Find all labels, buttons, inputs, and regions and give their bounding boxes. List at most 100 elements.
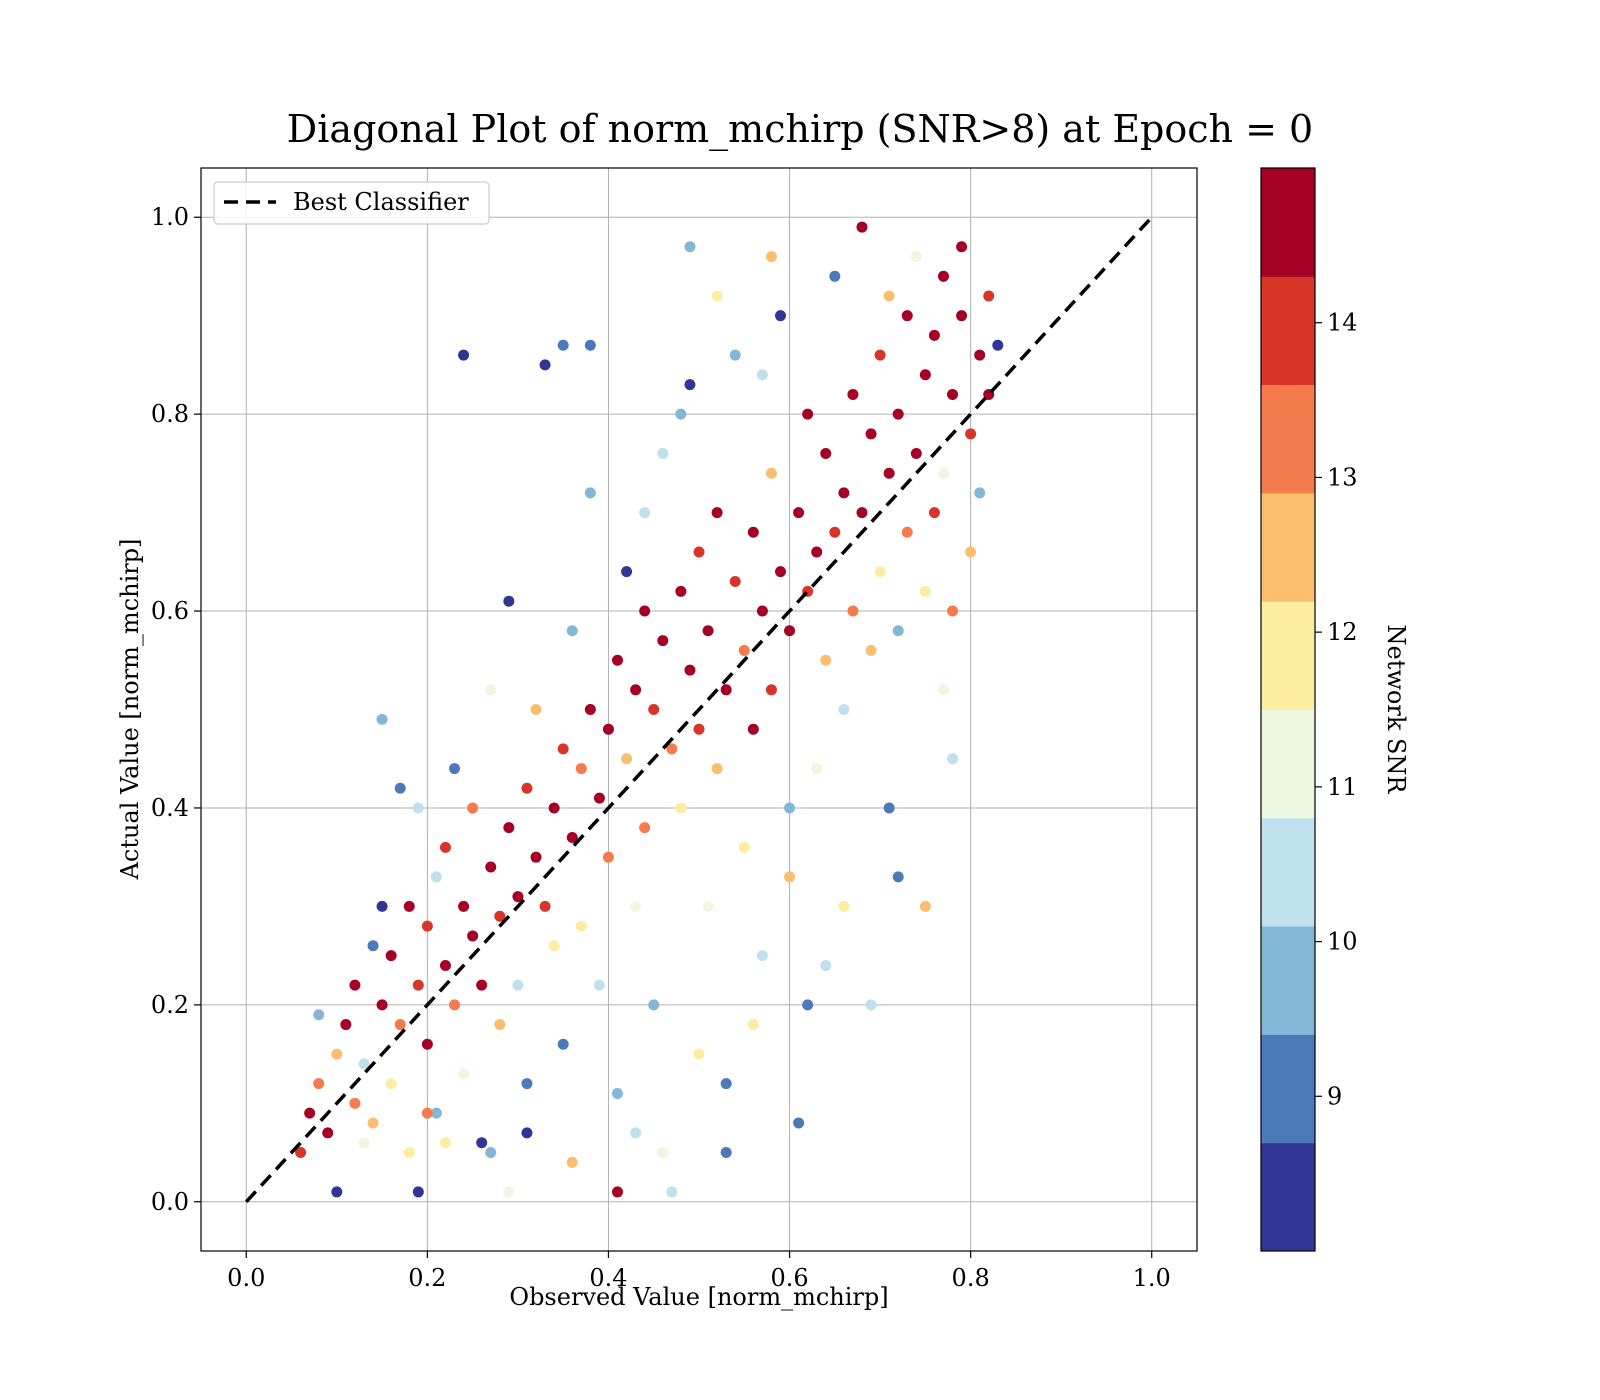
scatter-point <box>829 270 841 282</box>
scatter-point <box>774 310 786 322</box>
scatter-point <box>711 507 723 519</box>
scatter-point <box>430 871 442 883</box>
scatter-point <box>612 654 624 666</box>
scatter-point <box>430 1107 442 1119</box>
scatter-point <box>494 1019 506 1031</box>
scatter-point <box>403 900 415 912</box>
scatter-point <box>793 507 805 519</box>
scatter-point <box>376 713 388 725</box>
scatter-point <box>412 1186 424 1198</box>
scatter-point <box>937 684 949 696</box>
scatter-point <box>937 467 949 479</box>
scatter-point <box>503 1186 515 1198</box>
scatter-point <box>983 290 995 302</box>
scatter-point <box>412 802 424 814</box>
scatter-point <box>765 684 777 696</box>
scatter-point <box>566 625 578 637</box>
scatter-point <box>657 635 669 647</box>
scatter-point <box>874 349 886 361</box>
scatter-point <box>856 507 868 519</box>
scatter-point <box>928 507 940 519</box>
scatter-point <box>765 467 777 479</box>
scatter-point <box>811 763 823 775</box>
x-tick-label: 0.8 <box>952 1264 990 1292</box>
plot-frame <box>200 167 1198 1252</box>
scatter-point <box>865 644 877 656</box>
scatter-point <box>838 900 850 912</box>
x-axis-ticks: 0.0 0.2 0.4 0.6 0.8 1.0 <box>227 1251 1171 1292</box>
scatter-point <box>421 1107 433 1119</box>
scatter-point <box>340 1019 352 1031</box>
scatter-point <box>494 910 506 922</box>
scatter-point <box>584 704 596 715</box>
scatter-point <box>711 763 723 775</box>
scatter-point <box>331 1186 343 1198</box>
scatter-point <box>648 999 660 1011</box>
scatter-point <box>820 654 832 666</box>
scatter-point <box>956 310 968 322</box>
scatter-point <box>892 871 904 883</box>
scatter-point <box>820 959 832 971</box>
scatter-point <box>965 546 977 558</box>
scatter-point <box>901 310 913 322</box>
scatter-point <box>313 1009 325 1021</box>
scatter-point <box>910 448 922 460</box>
scatter-point <box>439 841 451 853</box>
colorbar-segment <box>1261 1142 1315 1252</box>
scatter-points <box>295 221 1004 1198</box>
scatter-point <box>965 428 977 440</box>
scatter-point <box>756 369 768 381</box>
scatter-point <box>729 576 741 588</box>
scatter-point <box>947 388 959 400</box>
scatter-point <box>575 920 587 932</box>
colorbar-segment <box>1261 276 1315 386</box>
scatter-point <box>485 1147 497 1159</box>
scatter-point <box>802 408 814 420</box>
scatter-point <box>784 625 796 637</box>
scatter-point <box>648 704 660 715</box>
scatter-point <box>566 1156 578 1168</box>
scatter-point <box>974 349 986 361</box>
x-tick-label: 0.4 <box>589 1264 627 1292</box>
colorbar-label: Network SNR <box>1382 625 1410 795</box>
best-classifier-line <box>244 216 1154 1203</box>
colorbar <box>1261 168 1315 1252</box>
scatter-point <box>892 408 904 420</box>
scatter-point <box>612 1186 624 1198</box>
scatter-point <box>802 999 814 1011</box>
scatter-point <box>530 851 542 863</box>
scatter-point <box>974 487 986 499</box>
scatter-point <box>367 940 379 952</box>
scatter-point <box>630 1127 642 1139</box>
scatter-point <box>394 1019 406 1031</box>
y-tick-label: 0.0 <box>151 1188 189 1216</box>
scatter-point <box>313 1078 325 1090</box>
scatter-point <box>666 743 678 755</box>
x-tick-label: 0.2 <box>408 1264 446 1292</box>
scatter-point <box>557 1038 569 1050</box>
scatter-point <box>621 566 633 578</box>
scatter-point <box>747 526 759 538</box>
scatter-point <box>693 723 705 735</box>
scatter-point <box>367 1117 379 1129</box>
scatter-point <box>657 1147 669 1159</box>
scatter-point <box>530 704 542 715</box>
y-tick-label: 0.8 <box>151 400 189 428</box>
scatter-point <box>639 822 651 834</box>
scatter-point <box>358 1137 370 1149</box>
scatter-point <box>847 388 859 400</box>
colorbar-tick-label: 9 <box>1327 1082 1342 1110</box>
scatter-point <box>784 871 796 883</box>
scatter-point <box>883 467 895 479</box>
scatter-point <box>421 920 433 932</box>
scatter-point <box>639 605 651 617</box>
scatter-point <box>539 900 551 912</box>
scatter-point <box>512 979 524 991</box>
scatter-point <box>702 900 714 912</box>
scatter-point <box>584 339 596 351</box>
colorbar-frame <box>1260 167 1316 1252</box>
scatter-point <box>439 1137 451 1149</box>
scatter-point <box>521 1127 533 1139</box>
scatter-point <box>666 1186 678 1198</box>
colorbar-segment <box>1261 1034 1315 1144</box>
